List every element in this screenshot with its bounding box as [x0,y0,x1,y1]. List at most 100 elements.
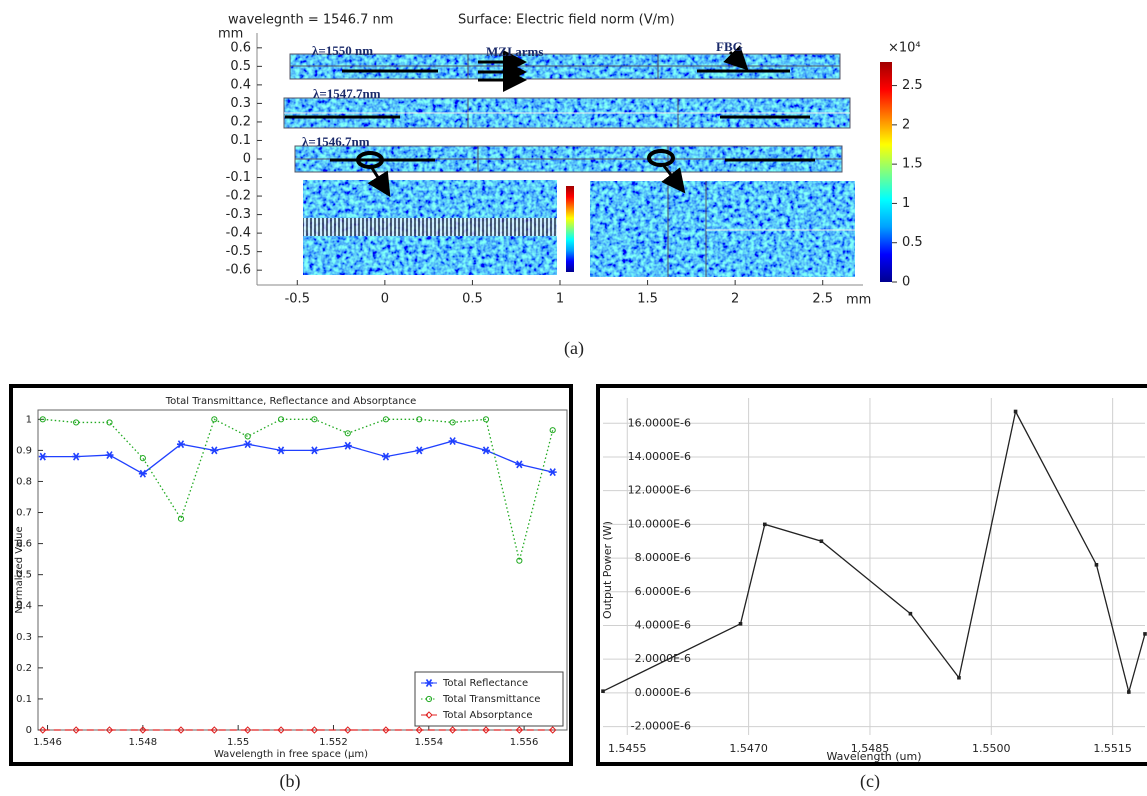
data-point [177,726,185,734]
y-tick-label: 0.1 [230,133,251,148]
y-tick-label: 0.4 [16,601,32,612]
data-point [1127,690,1131,694]
data-point [449,419,456,426]
data-point [105,726,114,734]
y-tick-label: 10.0000E-6 [628,517,691,530]
y-tick-label: -0.1 [226,170,251,185]
data-point [515,726,524,734]
y-tick-label: 0.2 [16,663,32,674]
legend-marker [425,711,433,719]
data-point [277,446,286,455]
y-tick-label: 0.6 [16,539,32,550]
x-tick-label: 1.546 [33,737,62,748]
data-point [1094,563,1099,567]
y-tick-label: 4.0000E-6 [635,618,691,631]
x-tick-label: 2 [731,292,739,307]
data-point [72,452,81,461]
data-point [105,451,114,460]
x-tick-label: 1 [556,292,564,307]
colorbar-label: ×10⁴ [888,41,921,56]
y-axis-label: Normalized Value [14,526,25,613]
data-point [39,416,46,423]
data-point [549,427,556,434]
data-point [106,419,113,426]
data-point [210,446,219,455]
y-tick-label: -0.3 [226,207,251,222]
series-line [602,409,1146,695]
data-point [244,433,251,440]
y-tick-label: -0.2 [226,189,251,204]
data-point [548,468,557,477]
x-tick-label: 1.5455 [608,742,647,755]
y-tick-label: 0.8 [16,476,32,487]
data-point [448,437,457,446]
panel-label: (c) [860,771,880,792]
annotation: FBG [716,39,743,54]
data-point [243,726,252,734]
panel-label: (b) [280,771,301,792]
data-point [38,452,47,461]
x-tick-label: 1.5515 [1093,742,1132,755]
y-tick-label: 0.7 [16,508,32,519]
y-axis-label: Output Power (W) [601,521,614,619]
colorbar-tick-label: 2.5 [902,78,923,93]
data-point [382,726,390,734]
x-tick-label: 1.552 [319,737,348,748]
data-point [311,416,318,423]
data-point [176,440,185,449]
colorbar-tick-label: 1 [902,196,910,211]
x-axis-label: mm [846,293,871,308]
y-tick-label: -2.0000E-6 [631,720,691,733]
colorbar-tick-label: 0 [902,275,910,290]
legend-label: Total Transmittance [442,694,540,705]
data-point [416,416,423,423]
colorbar-tick-label: 1.5 [902,157,923,172]
x-tick-label: 1.5500 [972,742,1011,755]
y-tick-label: 1 [26,414,32,425]
data-point [1143,632,1147,636]
colorbar-tick-label: 2 [902,117,910,132]
data-point [343,441,352,450]
data-point [601,689,605,693]
data-point [177,515,185,522]
data-point [139,726,147,734]
data-point [243,440,252,449]
y-tick-label: 6.0000E-6 [635,585,691,598]
data-point [482,726,490,734]
data-point [344,430,351,437]
annotation: λ=1547.7nm [313,86,381,101]
data-point [738,621,743,626]
data-point [515,460,524,469]
y-tick-label: 2.0000E-6 [635,652,691,665]
colorbar-tick-label: 0.5 [902,235,923,250]
series-line [42,418,554,561]
data-point [548,726,557,734]
legend-marker [425,695,433,703]
data-point [310,726,319,734]
data-point [39,726,47,734]
y-tick-label: 0.0000E-6 [635,686,691,699]
y-tick-label: 16.0000E-6 [628,416,691,429]
x-tick-label: 0.5 [462,292,483,307]
y-tick-label: 0.3 [230,96,251,111]
y-tick-label: 14.0000E-6 [628,450,691,463]
y-tick-label: 12.0000E-6 [628,484,691,497]
y-tick-label: 0 [243,152,251,167]
y-tick-label: 0.3 [16,632,32,643]
data-point [762,522,767,527]
y-tick-label: 0.5 [16,570,32,581]
field-image [283,45,855,277]
y-tick-label: 0.9 [16,445,32,456]
data-point [139,455,146,462]
x-tick-label: 1.554 [414,737,443,748]
data-point [1013,409,1018,414]
data-point [73,419,80,426]
chart-title: Total Transmittance, Reflectance and Abs… [165,396,417,407]
x-axis-label: Wavelength (um) [826,750,921,763]
y-tick-label: 0.4 [230,77,251,92]
panel-frame [596,384,1147,766]
data-point [481,446,490,455]
data-point [138,469,147,478]
annotation: λ=1546.7nm [302,134,370,149]
